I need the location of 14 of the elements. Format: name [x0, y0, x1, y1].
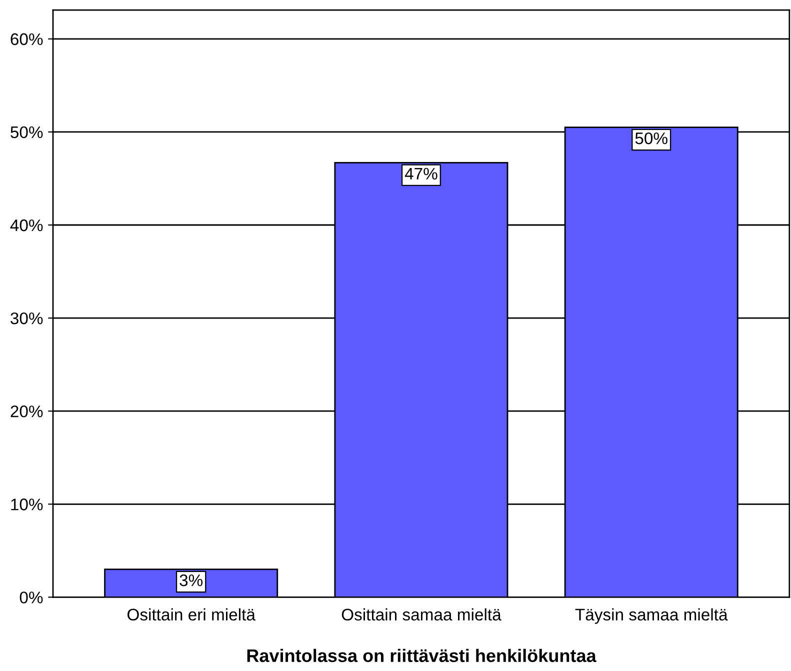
y-tick-label: 30% — [10, 312, 43, 324]
data-label: 3% — [180, 574, 203, 586]
y-tick-label: 20% — [10, 406, 43, 418]
x-tick-label: Osittain eri mieltä — [127, 608, 256, 621]
x-tick-label: Täysin samaa mieltä — [575, 608, 728, 624]
x-axis-title: Ravintolassa on riittävästi henkilökuntaa — [247, 648, 596, 662]
data-label: 50% — [635, 132, 668, 144]
y-tick-label: 60% — [10, 33, 43, 46]
y-tick-label: 10% — [11, 498, 43, 510]
data-label: 47% — [404, 168, 438, 180]
y-tick-label: 40% — [10, 219, 43, 232]
x-tick-label: Osittain samaa mieltä — [342, 608, 502, 621]
y-tick-label: 0% — [20, 592, 43, 604]
y-tick-label: 50% — [10, 126, 43, 138]
